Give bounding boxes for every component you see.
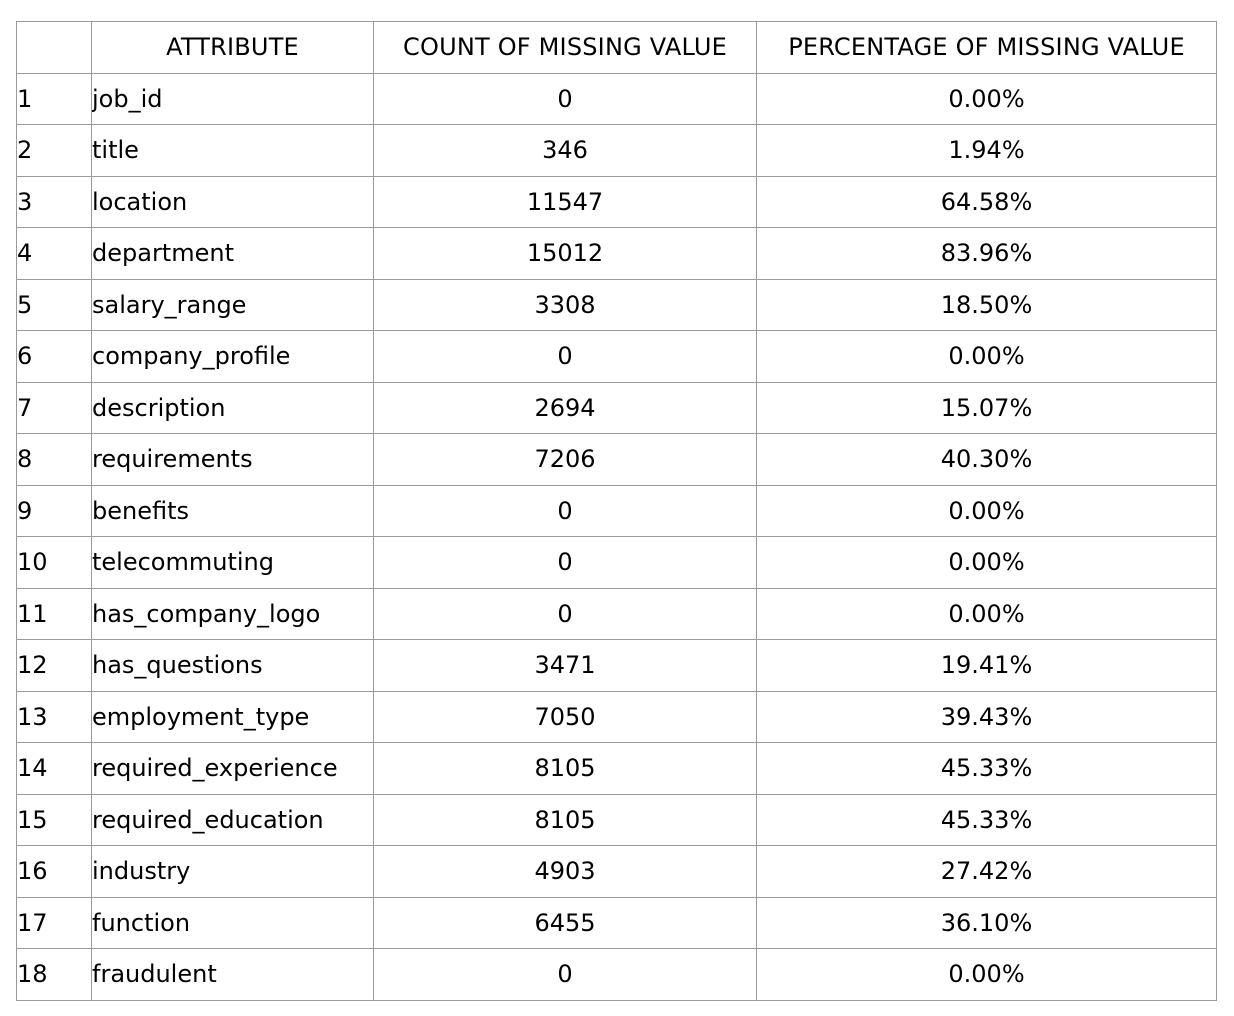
table-row: 15 required_education 8105 45.33% bbox=[17, 794, 1217, 846]
row-index-cell: 16 bbox=[17, 846, 92, 898]
table-row: 13 employment_type 7050 39.43% bbox=[17, 691, 1217, 743]
missing-count-cell: 346 bbox=[374, 125, 757, 177]
missing-count-cell: 6455 bbox=[374, 897, 757, 949]
table-row: 14 required_experience 8105 45.33% bbox=[17, 743, 1217, 795]
missing-percentage-cell: 0.00% bbox=[757, 949, 1217, 1001]
header-count: COUNT OF MISSING VALUE bbox=[374, 22, 757, 74]
table-header: ATTRIBUTE COUNT OF MISSING VALUE PERCENT… bbox=[17, 22, 1217, 74]
missing-percentage-cell: 19.41% bbox=[757, 640, 1217, 692]
attribute-cell: industry bbox=[92, 846, 374, 898]
attribute-cell: function bbox=[92, 897, 374, 949]
missing-count-cell: 8105 bbox=[374, 794, 757, 846]
missing-count-cell: 0 bbox=[374, 331, 757, 383]
attribute-cell: has_questions bbox=[92, 640, 374, 692]
row-index-cell: 17 bbox=[17, 897, 92, 949]
missing-percentage-cell: 0.00% bbox=[757, 537, 1217, 589]
attribute-cell: salary_range bbox=[92, 279, 374, 331]
row-index-cell: 7 bbox=[17, 382, 92, 434]
table-row: 18 fraudulent 0 0.00% bbox=[17, 949, 1217, 1001]
table-row: 8 requirements 7206 40.30% bbox=[17, 434, 1217, 486]
attribute-cell: has_company_logo bbox=[92, 588, 374, 640]
row-index-cell: 5 bbox=[17, 279, 92, 331]
attribute-cell: benefits bbox=[92, 485, 374, 537]
row-index-cell: 14 bbox=[17, 743, 92, 795]
attribute-cell: title bbox=[92, 125, 374, 177]
missing-count-cell: 0 bbox=[374, 588, 757, 640]
missing-count-cell: 11547 bbox=[374, 176, 757, 228]
attribute-cell: requirements bbox=[92, 434, 374, 486]
missing-percentage-cell: 18.50% bbox=[757, 279, 1217, 331]
missing-percentage-cell: 83.96% bbox=[757, 228, 1217, 280]
row-index-cell: 12 bbox=[17, 640, 92, 692]
missing-percentage-cell: 45.33% bbox=[757, 743, 1217, 795]
missing-count-cell: 3471 bbox=[374, 640, 757, 692]
missing-count-cell: 7206 bbox=[374, 434, 757, 486]
missing-count-cell: 7050 bbox=[374, 691, 757, 743]
header-row: ATTRIBUTE COUNT OF MISSING VALUE PERCENT… bbox=[17, 22, 1217, 74]
attribute-cell: company_profile bbox=[92, 331, 374, 383]
row-index-cell: 6 bbox=[17, 331, 92, 383]
header-percentage: PERCENTAGE OF MISSING VALUE bbox=[757, 22, 1217, 74]
missing-count-cell: 0 bbox=[374, 949, 757, 1001]
row-index-cell: 2 bbox=[17, 125, 92, 177]
missing-percentage-cell: 40.30% bbox=[757, 434, 1217, 486]
attribute-cell: required_education bbox=[92, 794, 374, 846]
attribute-cell: location bbox=[92, 176, 374, 228]
missing-percentage-cell: 0.00% bbox=[757, 485, 1217, 537]
table-body: 1 job_id 0 0.00% 2 title 346 1.94% 3 location 1154… bbox=[17, 73, 1217, 1000]
row-index-cell: 11 bbox=[17, 588, 92, 640]
row-index-cell: 3 bbox=[17, 176, 92, 228]
missing-percentage-cell: 39.43% bbox=[757, 691, 1217, 743]
missing-count-cell: 0 bbox=[374, 485, 757, 537]
attribute-cell: required_experience bbox=[92, 743, 374, 795]
missing-percentage-cell: 0.00% bbox=[757, 588, 1217, 640]
table-row: 17 function 6455 36.10% bbox=[17, 897, 1217, 949]
missing-percentage-cell: 1.94% bbox=[757, 125, 1217, 177]
header-index bbox=[17, 22, 92, 74]
table-row: 6 company_profile 0 0.00% bbox=[17, 331, 1217, 383]
missing-values-table: ATTRIBUTE COUNT OF MISSING VALUE PERCENT… bbox=[16, 21, 1217, 1001]
missing-percentage-cell: 36.10% bbox=[757, 897, 1217, 949]
attribute-cell: employment_type bbox=[92, 691, 374, 743]
attribute-cell: department bbox=[92, 228, 374, 280]
missing-count-cell: 15012 bbox=[374, 228, 757, 280]
attribute-cell: telecommuting bbox=[92, 537, 374, 589]
row-index-cell: 10 bbox=[17, 537, 92, 589]
missing-percentage-cell: 0.00% bbox=[757, 73, 1217, 125]
missing-count-cell: 0 bbox=[374, 73, 757, 125]
missing-count-cell: 4903 bbox=[374, 846, 757, 898]
header-attribute: ATTRIBUTE bbox=[92, 22, 374, 74]
table-row: 1 job_id 0 0.00% bbox=[17, 73, 1217, 125]
row-index-cell: 8 bbox=[17, 434, 92, 486]
missing-count-cell: 3308 bbox=[374, 279, 757, 331]
attribute-cell: fraudulent bbox=[92, 949, 374, 1001]
table-row: 5 salary_range 3308 18.50% bbox=[17, 279, 1217, 331]
table-row: 3 location 11547 64.58% bbox=[17, 176, 1217, 228]
missing-count-cell: 2694 bbox=[374, 382, 757, 434]
missing-percentage-cell: 64.58% bbox=[757, 176, 1217, 228]
table-row: 10 telecommuting 0 0.00% bbox=[17, 537, 1217, 589]
missing-percentage-cell: 15.07% bbox=[757, 382, 1217, 434]
table-row: 7 description 2694 15.07% bbox=[17, 382, 1217, 434]
row-index-cell: 18 bbox=[17, 949, 92, 1001]
attribute-cell: description bbox=[92, 382, 374, 434]
table-row: 4 department 15012 83.96% bbox=[17, 228, 1217, 280]
attribute-cell: job_id bbox=[92, 73, 374, 125]
row-index-cell: 15 bbox=[17, 794, 92, 846]
row-index-cell: 1 bbox=[17, 73, 92, 125]
table-row: 2 title 346 1.94% bbox=[17, 125, 1217, 177]
missing-percentage-cell: 45.33% bbox=[757, 794, 1217, 846]
missing-count-cell: 8105 bbox=[374, 743, 757, 795]
row-index-cell: 9 bbox=[17, 485, 92, 537]
table-row: 9 benefits 0 0.00% bbox=[17, 485, 1217, 537]
missing-percentage-cell: 0.00% bbox=[757, 331, 1217, 383]
table-row: 12 has_questions 3471 19.41% bbox=[17, 640, 1217, 692]
missing-percentage-cell: 27.42% bbox=[757, 846, 1217, 898]
row-index-cell: 4 bbox=[17, 228, 92, 280]
row-index-cell: 13 bbox=[17, 691, 92, 743]
missing-count-cell: 0 bbox=[374, 537, 757, 589]
table-row: 11 has_company_logo 0 0.00% bbox=[17, 588, 1217, 640]
table-row: 16 industry 4903 27.42% bbox=[17, 846, 1217, 898]
